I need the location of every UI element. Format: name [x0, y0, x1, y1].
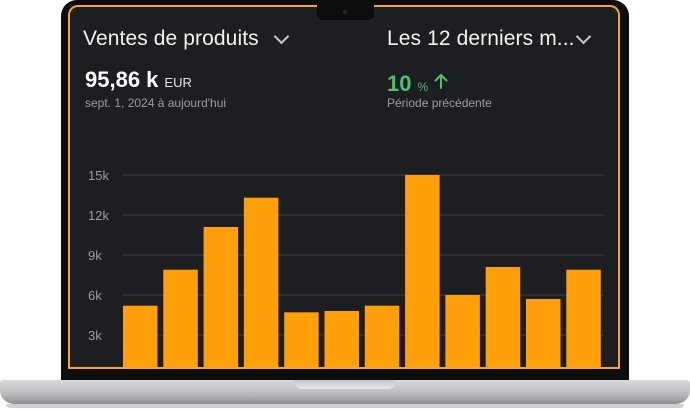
sales-bar-chart: 3k 6k 9k 12k 15k — [88, 168, 604, 369]
bar-10[interactable] — [485, 267, 521, 369]
bar-1[interactable] — [123, 305, 158, 369]
change-number: 10 — [387, 71, 412, 96]
change-value: 10% — [387, 71, 428, 97]
camera-icon — [343, 10, 347, 14]
bar-6[interactable] — [324, 311, 360, 369]
arrow-up-icon — [434, 74, 448, 89]
bar-12[interactable] — [566, 269, 601, 369]
metric-select-label: Ventes de produits — [83, 27, 259, 50]
laptop-base-lip — [294, 380, 396, 389]
dashboard-screen: Ventes de produits Les 12 derniers m... … — [68, 5, 620, 369]
y-tick-label: 9k — [88, 248, 102, 263]
y-tick-label: 6k — [88, 288, 102, 303]
change-unit: % — [417, 80, 429, 94]
laptop-foot — [6, 404, 684, 408]
bar-4[interactable] — [243, 197, 279, 369]
bar-8[interactable] — [405, 175, 440, 369]
metric-select[interactable]: Ventes de produits — [83, 27, 259, 51]
total-unit: EUR — [164, 75, 192, 90]
bar-3[interactable] — [203, 227, 239, 369]
bar-7[interactable] — [364, 305, 400, 369]
period-select-label: Les 12 derniers m... — [387, 27, 575, 50]
date-range: sept. 1, 2024 à aujourd'hui — [85, 96, 227, 110]
change-label: Période précédente — [387, 96, 492, 110]
y-tick-label: 15k — [88, 168, 109, 183]
total-value-number: 95,86 k — [85, 67, 159, 92]
y-tick-label: 12k — [88, 208, 109, 223]
bar-2[interactable] — [163, 269, 198, 369]
bar-11[interactable] — [526, 299, 561, 369]
y-tick-label: 3k — [88, 328, 102, 343]
bar-9[interactable] — [445, 295, 480, 369]
bar-5[interactable] — [284, 312, 319, 369]
period-select[interactable]: Les 12 derniers m... — [387, 27, 575, 51]
total-value: 95,86 k EUR — [85, 67, 192, 93]
camera-notch — [317, 5, 374, 20]
